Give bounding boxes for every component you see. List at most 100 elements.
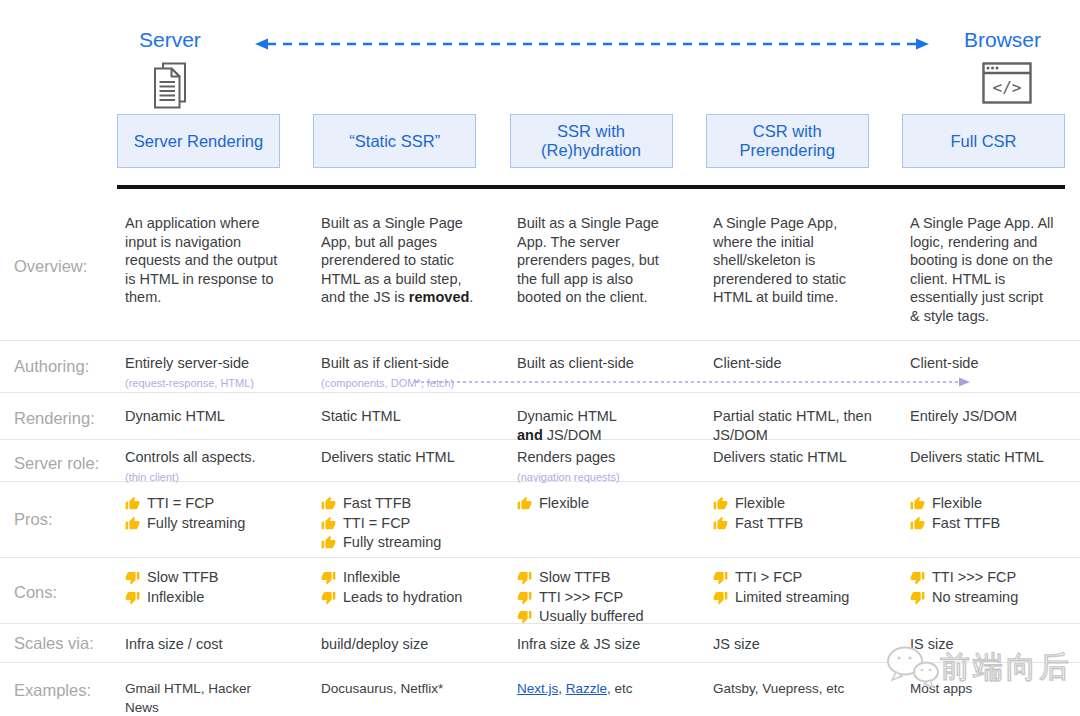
cons-item: Inflexible bbox=[125, 588, 283, 608]
pros-item: Fully streaming bbox=[321, 533, 479, 553]
thumb-up-icon bbox=[713, 516, 728, 531]
cons-cell-1: InflexibleLeads to hydration bbox=[307, 558, 503, 627]
example-link[interactable]: Razzle bbox=[566, 681, 607, 696]
text-segment: , bbox=[558, 681, 566, 696]
examples-cell-3: Gatsby, Vuepress, etc bbox=[699, 663, 896, 716]
text-segment: Dynamic HTML bbox=[125, 408, 225, 424]
cons-item: TTI > FCP bbox=[713, 568, 872, 588]
text-segment: Infra size & JS size bbox=[517, 636, 640, 652]
browser-window-icon: </> bbox=[982, 62, 1032, 104]
pros-item: Fast TTFB bbox=[321, 494, 479, 514]
cell-text: Gmail HTML, Hacker News bbox=[125, 680, 283, 716]
row-label-rendering: Rendering: bbox=[0, 409, 111, 428]
text-segment: Static HTML bbox=[321, 408, 401, 424]
cell-text: Infra size & JS size bbox=[517, 635, 675, 654]
header-divider-rule bbox=[117, 185, 1065, 189]
overview-cell-2: Built as a Single Page App. The server p… bbox=[503, 192, 699, 340]
pros-item: Flexible bbox=[713, 494, 872, 514]
thumb-up-icon bbox=[517, 496, 532, 511]
authoring-client-side-arrow bbox=[415, 376, 971, 388]
item-text: Fully streaming bbox=[147, 514, 245, 534]
server-role-cell-3: Delivers static HTML bbox=[699, 440, 896, 486]
cell-text: Partial static HTML, then JS/DOM bbox=[713, 407, 872, 444]
overview-cell-1: Built as a Single Page App, but all page… bbox=[307, 192, 503, 340]
item-text: Flexible bbox=[932, 494, 982, 514]
item-text: Fast TTFB bbox=[932, 514, 1000, 534]
text-segment: A Single Page App. All logic, rendering … bbox=[910, 215, 1054, 324]
cell-text: An application where input is navigation… bbox=[125, 214, 283, 307]
thumb-down-icon bbox=[910, 570, 925, 585]
cons-item: Leads to hydration bbox=[321, 588, 479, 608]
pros-item: Fully streaming bbox=[125, 514, 283, 534]
pros-item: TTI = FCP bbox=[321, 514, 479, 534]
cell-text: Built as client-side bbox=[517, 354, 675, 373]
text-segment: Entirely JS/DOM bbox=[910, 408, 1017, 424]
server-role-cell-1: Delivers static HTML bbox=[307, 440, 503, 486]
item-text: Limited streaming bbox=[735, 588, 849, 608]
cell-text: Gatsby, Vuepress, etc bbox=[713, 680, 872, 699]
item-text: TTI > FCP bbox=[735, 568, 802, 588]
cons-cell-3: TTI > FCPLimited streaming bbox=[699, 558, 896, 627]
thumb-up-icon bbox=[321, 535, 336, 550]
cell-text: Entirely JS/DOM bbox=[910, 407, 1056, 426]
row-label-scales-via: Scales via: bbox=[0, 634, 111, 653]
thumb-down-icon bbox=[125, 570, 140, 585]
text-segment: removed bbox=[409, 289, 469, 305]
item-text: Flexible bbox=[735, 494, 785, 514]
cell-text: Infra size / cost bbox=[125, 635, 283, 654]
server-role-cell-2: Renders pages(navigation requests) bbox=[503, 440, 699, 486]
text-segment: Renders pages bbox=[517, 449, 615, 465]
pros-item: Flexible bbox=[910, 494, 1056, 514]
example-link[interactable]: Next.js bbox=[517, 681, 558, 696]
pros-cell-3: FlexibleFast TTFB bbox=[699, 482, 896, 557]
cell-text: Renders pages bbox=[517, 448, 675, 467]
cell-text: Delivers static HTML bbox=[910, 448, 1056, 467]
column-headers: Server Rendering “Static SSR” SSR with (… bbox=[117, 114, 1065, 168]
cons-item: TTI >>> FCP bbox=[910, 568, 1056, 588]
text-segment: Client-side bbox=[713, 355, 782, 371]
text-segment: Built as a Single Page App. The server p… bbox=[517, 215, 659, 305]
column-header-server-rendering: Server Rendering bbox=[117, 114, 280, 168]
item-text: Slow TTFB bbox=[147, 568, 218, 588]
thumb-down-icon bbox=[321, 570, 336, 585]
text-segment: Entirely server-side bbox=[125, 355, 249, 371]
thumb-down-icon bbox=[713, 570, 728, 585]
cell-annotation: (request-response, HTML) bbox=[125, 374, 283, 393]
thumb-up-icon bbox=[910, 496, 925, 511]
document-pages-icon bbox=[150, 61, 194, 109]
thumb-up-icon bbox=[321, 496, 336, 511]
text-segment: Docusaurus, Netflix* bbox=[321, 681, 443, 696]
cons-item: Inflexible bbox=[321, 568, 479, 588]
item-text: Fully streaming bbox=[343, 533, 441, 553]
rendering-cell-4: Entirely JS/DOM bbox=[896, 393, 1080, 444]
watermark-text: 前端向后 bbox=[940, 647, 1072, 688]
browser-label: Browser bbox=[964, 28, 1041, 52]
pros-item: Fast TTFB bbox=[713, 514, 872, 534]
cell-text: Controls all aspects. bbox=[125, 448, 283, 467]
cell-text: Entirely server-side bbox=[125, 354, 283, 373]
pros-item: Flexible bbox=[517, 494, 675, 514]
cell-text: Built as if client-side bbox=[321, 354, 479, 373]
item-text: Slow TTFB bbox=[539, 568, 610, 588]
item-text: TTI = FCP bbox=[147, 494, 214, 514]
svg-text:</>: </> bbox=[993, 78, 1022, 97]
thumb-up-icon bbox=[125, 516, 140, 531]
scales-via-cell-1: build/deploy size bbox=[307, 624, 503, 662]
text-segment: Gmail HTML, Hacker News bbox=[125, 681, 251, 715]
table-row-overview: Overview: An application where input is n… bbox=[0, 192, 1080, 341]
server-role-cell-4: Delivers static HTML bbox=[896, 440, 1080, 486]
wechat-icon bbox=[884, 644, 940, 690]
cell-text: Client-side bbox=[713, 354, 872, 373]
pros-cell-0: TTI = FCPFully streaming bbox=[111, 482, 307, 557]
cell-text: A Single Page App. All logic, rendering … bbox=[910, 214, 1056, 325]
cons-item: TTI >>> FCP bbox=[517, 588, 675, 608]
cell-text: Client-side bbox=[910, 354, 1056, 373]
cell-text: JS size bbox=[713, 635, 872, 654]
row-label-overview: Overview: bbox=[0, 257, 111, 276]
thumb-down-icon bbox=[910, 590, 925, 605]
text-segment: Delivers static HTML bbox=[321, 449, 455, 465]
cell-text: Delivers static HTML bbox=[321, 448, 479, 467]
item-text: Inflexible bbox=[147, 588, 204, 608]
thumb-up-icon bbox=[321, 516, 336, 531]
cons-cell-0: Slow TTFBInflexible bbox=[111, 558, 307, 627]
